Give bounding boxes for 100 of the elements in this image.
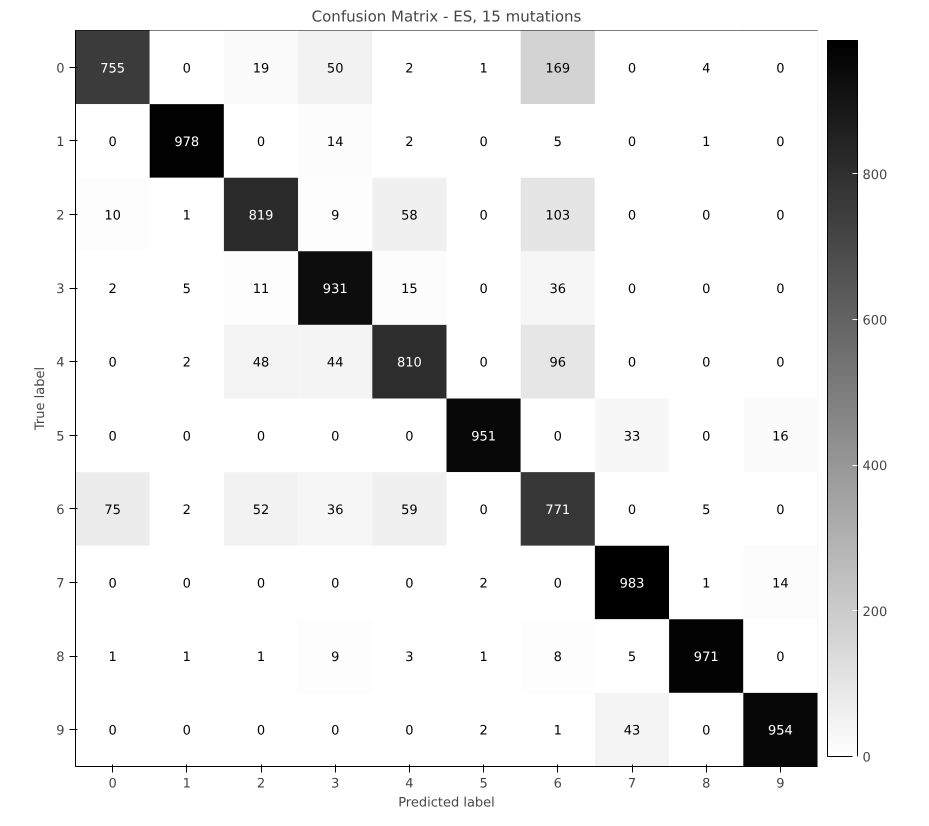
chart-title: Confusion Matrix - ES, 15 mutations (312, 8, 582, 26)
data-label: 9 (331, 650, 340, 666)
data-label: 0 (108, 724, 117, 739)
data-label: 0 (776, 282, 785, 298)
data-label: 1 (182, 208, 191, 224)
data-label: 0 (628, 134, 636, 150)
data-label: 0 (776, 650, 785, 666)
data-label: 58 (401, 208, 418, 224)
data-label: 50 (326, 61, 344, 76)
data-label: 0 (108, 429, 117, 444)
x-tick-label: 1 (182, 776, 191, 792)
data-label: 0 (776, 61, 785, 76)
x-tick-label: 5 (479, 776, 488, 792)
data-label: 810 (396, 356, 422, 371)
data-label: 0 (331, 576, 340, 592)
data-label: 0 (108, 576, 117, 592)
data-label: 0 (405, 724, 414, 739)
data-label: 14 (326, 134, 344, 150)
data-label: 5 (554, 134, 562, 150)
data-label: 0 (256, 724, 266, 739)
data-label: 0 (479, 134, 488, 150)
data-label: 36 (550, 282, 566, 298)
data-label: 75 (104, 502, 121, 518)
y-tick-label: 3 (56, 282, 65, 298)
data-label: 0 (628, 282, 636, 298)
data-label: 2 (108, 282, 117, 298)
y-tick-label: 9 (56, 724, 65, 739)
x-tick-label: 2 (256, 776, 266, 792)
data-label: 0 (479, 208, 488, 224)
data-label: 971 (694, 650, 719, 666)
data-label: 0 (702, 429, 710, 444)
data-label: 36 (326, 502, 344, 518)
data-label: 0 (776, 134, 785, 150)
data-label: 954 (768, 724, 793, 739)
data-label: 0 (702, 356, 710, 371)
data-label: 0 (702, 724, 710, 739)
data-label: 5 (702, 502, 710, 518)
y-tick-label: 7 (56, 576, 65, 592)
x-tick-label: 4 (405, 776, 414, 792)
x-tick-label: 9 (776, 776, 785, 792)
data-label: 0 (256, 429, 266, 444)
data-label: 5 (628, 650, 636, 666)
data-label: 0 (776, 208, 785, 224)
x-tick-label: 0 (108, 776, 117, 792)
data-label: 0 (405, 429, 414, 444)
y-axis-title: True label (33, 366, 48, 432)
data-label: 4 (702, 61, 710, 76)
data-label: 0 (628, 356, 636, 371)
data-label: 15 (401, 282, 418, 298)
data-label: 0 (108, 356, 117, 371)
data-label: 0 (776, 502, 785, 518)
data-label: 43 (624, 724, 640, 739)
data-label: 8 (554, 650, 562, 666)
color-bar-label: 600 (862, 313, 888, 328)
data-label: 0 (182, 429, 191, 444)
data-label: 0 (256, 134, 266, 150)
data-label: 0 (554, 576, 562, 592)
data-label: 9 (331, 208, 340, 224)
data-label: 2 (405, 61, 414, 76)
y-tick-label: 0 (56, 61, 65, 76)
data-label: 1 (256, 650, 266, 666)
data-label: 2 (479, 576, 488, 592)
data-label: 0 (479, 282, 488, 298)
x-tick-label: 6 (554, 776, 562, 792)
data-label: 59 (401, 502, 418, 518)
data-label: 96 (550, 356, 566, 371)
data-label: 951 (471, 429, 496, 444)
data-label: 48 (252, 356, 270, 371)
data-label: 14 (772, 576, 789, 592)
data-label: 0 (331, 429, 340, 444)
data-label: 1 (182, 650, 191, 666)
data-label: 19 (252, 61, 270, 76)
data-label: 978 (174, 134, 200, 150)
data-label: 1 (479, 650, 488, 666)
data-label: 0 (182, 61, 191, 76)
data-label: 16 (772, 429, 789, 444)
data-label: 11 (252, 282, 270, 298)
data-label: 52 (252, 502, 270, 518)
data-label: 0 (479, 502, 488, 518)
data-label: 983 (620, 576, 644, 592)
data-label: 2 (405, 134, 414, 150)
data-label: 0 (182, 576, 191, 592)
data-label: 0 (628, 61, 636, 76)
data-label: 0 (479, 356, 488, 371)
y-tick-label: 6 (56, 502, 65, 518)
data-label: 103 (545, 208, 570, 224)
y-tick-label: 4 (56, 356, 65, 371)
color-bar-label: 0 (862, 750, 871, 766)
color-bar-label: 800 (862, 168, 888, 183)
data-label: 0 (405, 576, 414, 592)
data-label: 0 (554, 429, 562, 444)
data-label: 0 (628, 502, 636, 518)
data-label: 755 (100, 61, 126, 76)
data-label: 5 (182, 282, 191, 298)
y-tick-label: 5 (56, 429, 65, 444)
data-label: 0 (256, 576, 266, 592)
data-label: 3 (405, 650, 414, 666)
color-bar-label: 400 (862, 459, 888, 474)
y-tick-label: 8 (56, 650, 65, 666)
color-bar-label: 200 (862, 604, 888, 620)
